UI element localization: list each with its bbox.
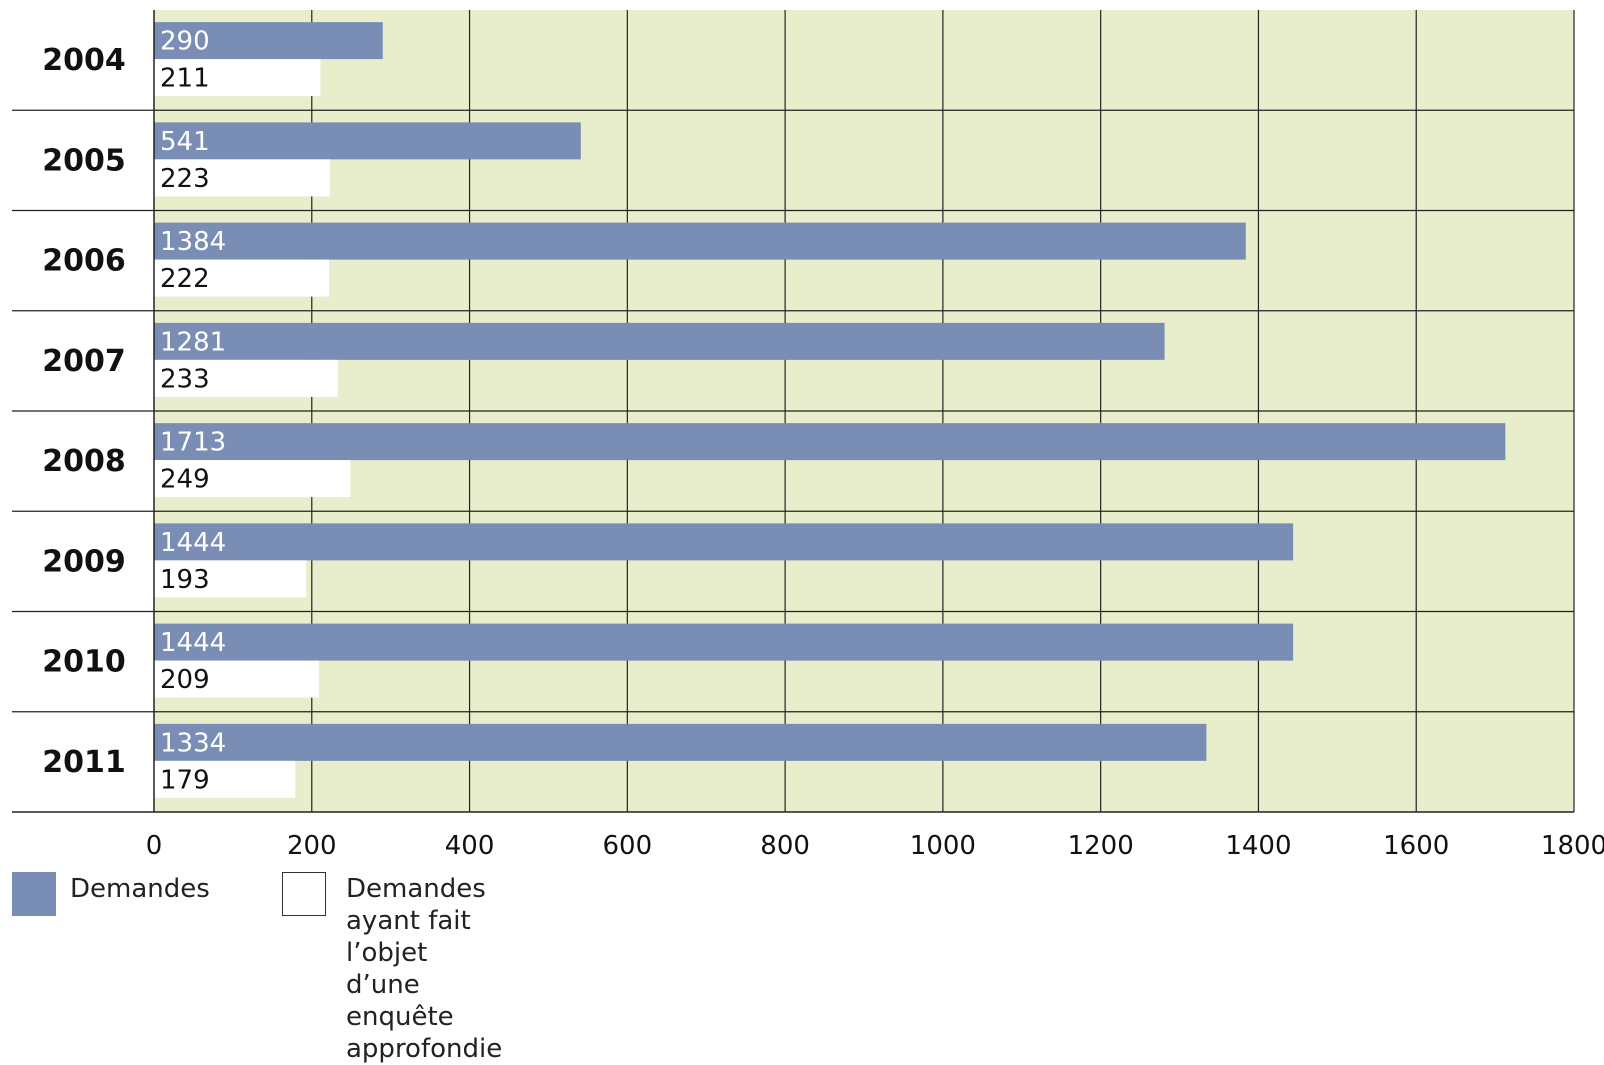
bar-demandes-2010 — [154, 623, 1294, 661]
bar-demandes-2004 — [154, 22, 383, 60]
x-tick-label-600: 600 — [603, 831, 653, 861]
data-label-enquete-2005: 223 — [160, 164, 210, 194]
data-label-enquete-2011: 179 — [160, 765, 210, 795]
x-tick-label-1000: 1000 — [910, 831, 976, 861]
x-tick-label-200: 200 — [287, 831, 337, 861]
bar-demandes-2006 — [154, 222, 1246, 260]
x-tick-label-800: 800 — [760, 831, 810, 861]
bar-enquete-2007 — [154, 359, 338, 397]
bar-enquete-2011 — [154, 760, 296, 798]
category-label-2004: 2004 — [42, 43, 126, 78]
bar-enquete-2004 — [154, 59, 321, 97]
legend-label-demandes: Demandes — [70, 874, 210, 904]
category-label-2011: 2011 — [42, 745, 126, 780]
x-tick-label-0: 0 — [146, 831, 163, 861]
data-label-demandes-2004: 290 — [160, 27, 210, 57]
x-tick-label-1400: 1400 — [1225, 831, 1291, 861]
data-label-enquete-2010: 209 — [160, 665, 210, 695]
data-label-enquete-2006: 222 — [160, 264, 210, 294]
legend-label-enquete: Demandes ayant fait l’objet d’une enquêt… — [346, 874, 503, 1064]
category-label-2005: 2005 — [42, 143, 126, 178]
bar-demandes-2008 — [154, 423, 1506, 461]
category-label-2009: 2009 — [42, 544, 126, 579]
data-label-enquete-2009: 193 — [160, 565, 210, 595]
category-label-2010: 2010 — [42, 645, 126, 680]
data-label-demandes-2011: 1334 — [160, 728, 226, 758]
category-label-2008: 2008 — [42, 444, 126, 479]
data-label-enquete-2008: 249 — [160, 465, 210, 495]
bar-chart: 290 211 2004 541 223 2005 1384 222 2006 1281 233 20… — [12, 10, 1604, 861]
legend-swatch-enquete — [282, 872, 326, 916]
bar-demandes-2009 — [154, 523, 1294, 561]
bar-demandes-2011 — [154, 723, 1207, 761]
x-tick-label-1800: 1800 — [1541, 831, 1604, 861]
data-label-demandes-2008: 1713 — [160, 428, 226, 458]
data-label-demandes-2005: 541 — [160, 127, 210, 157]
data-label-enquete-2007: 233 — [160, 364, 210, 394]
category-label-2006: 2006 — [42, 244, 126, 279]
bar-enquete-2006 — [154, 259, 330, 297]
bar-enquete-2009 — [154, 560, 307, 598]
bar-demandes-2005 — [154, 122, 581, 160]
category-label-2007: 2007 — [42, 344, 126, 379]
data-label-demandes-2009: 1444 — [160, 528, 226, 558]
data-label-demandes-2007: 1281 — [160, 327, 226, 357]
x-tick-label-1600: 1600 — [1383, 831, 1449, 861]
x-tick-label-400: 400 — [445, 831, 495, 861]
bar-enquete-2005 — [154, 159, 330, 197]
data-label-demandes-2010: 1444 — [160, 628, 226, 658]
bar-enquete-2010 — [154, 660, 319, 698]
data-label-enquete-2004: 211 — [160, 64, 210, 94]
bar-demandes-2007 — [154, 322, 1165, 360]
data-label-demandes-2006: 1384 — [160, 227, 226, 257]
bar-enquete-2008 — [154, 460, 351, 498]
legend-swatch-demandes — [12, 872, 56, 916]
x-tick-label-1200: 1200 — [1068, 831, 1134, 861]
